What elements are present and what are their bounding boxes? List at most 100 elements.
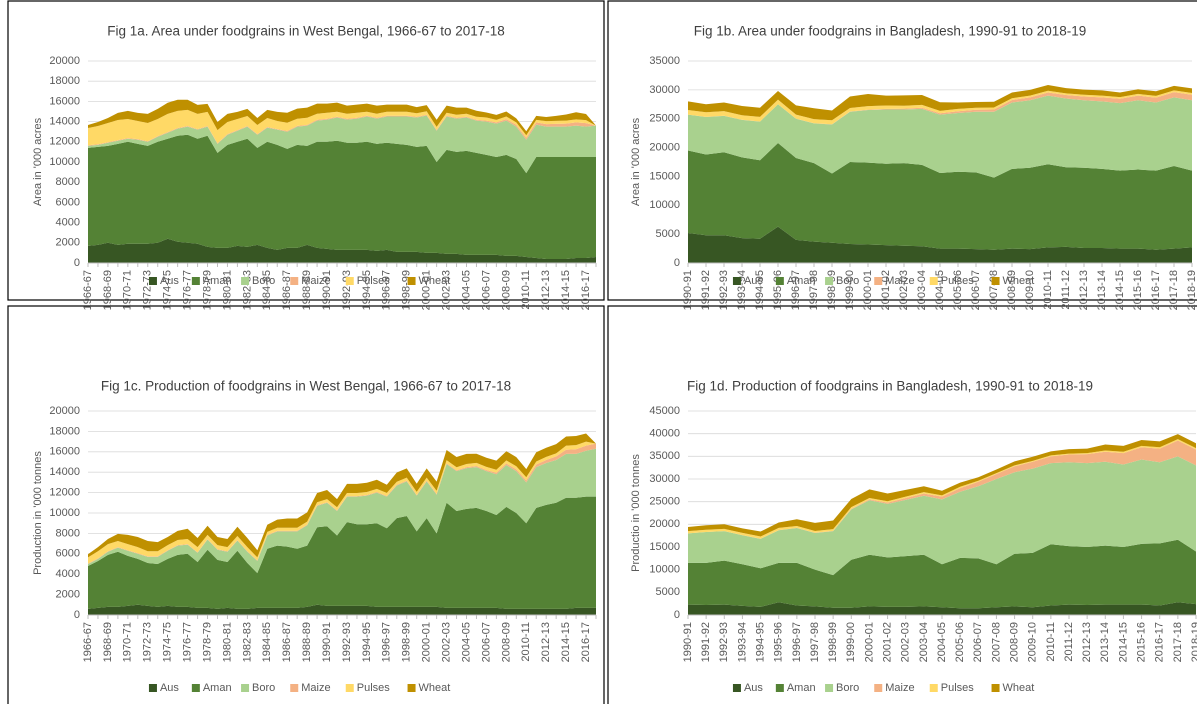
y-tick-label: 5000 bbox=[656, 586, 680, 598]
legend-label: Aman bbox=[203, 275, 232, 287]
x-tick-label: 2014-15 bbox=[1117, 622, 1129, 662]
y-tick-label: 15000 bbox=[649, 541, 680, 553]
x-tick-label: 2002-03 bbox=[900, 622, 912, 662]
x-tick-label: 2000-01 bbox=[421, 270, 433, 310]
x-tick-label: 1990-91 bbox=[321, 622, 333, 662]
x-tick-label: 1986-87 bbox=[281, 270, 293, 310]
area bbox=[88, 99, 596, 136]
x-tick-label: 1993-94 bbox=[736, 622, 748, 662]
x-tick-label: 2013-14 bbox=[1096, 270, 1108, 310]
chart-title: Fig 1c. Production of foodgrains in West… bbox=[101, 379, 511, 394]
x-tick-label: 2008-09 bbox=[1006, 270, 1018, 310]
y-tick-label: 2000 bbox=[56, 237, 80, 249]
x-tick-label: 2006-07 bbox=[972, 622, 984, 662]
x-tick-label: 2016-17 bbox=[580, 622, 592, 662]
y-tick-label: 20000 bbox=[649, 518, 680, 530]
x-tick-label: 2009-10 bbox=[1024, 270, 1036, 310]
legend-label: Aman bbox=[203, 682, 232, 694]
legend-label: Boro bbox=[836, 275, 859, 287]
legend-label: Pulses bbox=[357, 275, 391, 287]
legend-swatch bbox=[290, 277, 299, 285]
x-tick-label: 2011-12 bbox=[1063, 622, 1075, 662]
x-tick-label: 1988-89 bbox=[301, 270, 313, 310]
legend-label: Boro bbox=[836, 682, 859, 694]
x-tick-label: 1980-81 bbox=[221, 270, 233, 310]
legend-swatch bbox=[991, 277, 1000, 285]
x-tick-label: 2015-16 bbox=[1132, 270, 1144, 310]
x-tick-label: 1994-95 bbox=[754, 622, 766, 662]
legend-swatch bbox=[825, 277, 834, 285]
x-tick-label: 2010-11 bbox=[520, 622, 532, 662]
y-tick-label: 14000 bbox=[49, 466, 80, 478]
y-tick-label: 6000 bbox=[56, 548, 80, 560]
legend-swatch bbox=[241, 684, 250, 692]
legend-label: Aus bbox=[744, 275, 763, 287]
y-tick-label: 10000 bbox=[49, 507, 80, 519]
x-tick-label: 2004-05 bbox=[936, 622, 948, 662]
x-tick-label: 1970-71 bbox=[122, 622, 134, 662]
x-tick-label: 1974-75 bbox=[162, 622, 174, 662]
y-tick-label: 4000 bbox=[56, 217, 80, 229]
x-tick-label: 1968-69 bbox=[102, 270, 114, 310]
x-tick-label: 1974-75 bbox=[162, 270, 174, 310]
x-tick-label: 1996-97 bbox=[790, 270, 802, 310]
area bbox=[688, 602, 1196, 615]
legend-swatch bbox=[929, 277, 938, 285]
x-tick-label: 1999-00 bbox=[844, 270, 856, 310]
legend-swatch bbox=[241, 277, 250, 285]
legend-swatch bbox=[191, 684, 200, 692]
legend-swatch bbox=[874, 277, 883, 285]
x-tick-label: 2016-17 bbox=[1150, 270, 1162, 310]
x-tick-label: 1966-67 bbox=[82, 270, 94, 310]
y-tick-label: 0 bbox=[74, 257, 80, 269]
x-tick-label: 1980-81 bbox=[221, 622, 233, 662]
x-tick-label: 2002-03 bbox=[440, 622, 452, 662]
area bbox=[688, 95, 1192, 178]
area bbox=[88, 134, 596, 259]
y-tick-label: 8000 bbox=[56, 176, 80, 188]
x-tick-label: 2005-06 bbox=[952, 270, 964, 310]
legend-swatch bbox=[148, 684, 157, 692]
x-tick-label: 1997-98 bbox=[808, 270, 820, 310]
x-tick-label: 2003-04 bbox=[918, 622, 930, 662]
x-tick-label: 1998-99 bbox=[827, 622, 839, 662]
x-tick-label: 2005-06 bbox=[954, 622, 966, 662]
x-tick-label: 1976-77 bbox=[182, 622, 194, 662]
legend-swatch bbox=[991, 684, 1000, 692]
area bbox=[688, 142, 1192, 250]
x-tick-label: 2016-17 bbox=[580, 270, 592, 310]
y-tick-label: 18000 bbox=[49, 425, 80, 437]
x-tick-label: 1986-87 bbox=[281, 622, 293, 662]
area bbox=[688, 226, 1192, 263]
area bbox=[88, 604, 596, 615]
area bbox=[688, 84, 1192, 121]
legend-label: Aus bbox=[160, 682, 179, 694]
x-tick-label: 2010-11 bbox=[1045, 622, 1057, 662]
area bbox=[688, 539, 1196, 609]
area bbox=[688, 456, 1196, 576]
legend-label: Pulses bbox=[357, 682, 391, 694]
area bbox=[688, 440, 1196, 539]
x-tick-label: 1995-96 bbox=[773, 622, 785, 662]
y-tick-label: 4000 bbox=[56, 568, 80, 580]
legend-swatch bbox=[148, 277, 157, 285]
x-tick-label: 2006-07 bbox=[480, 270, 492, 310]
legend-label: Maize bbox=[885, 682, 914, 694]
legend-swatch bbox=[732, 277, 741, 285]
legend-label: Wheat bbox=[1003, 275, 1035, 287]
legend-label: Boro bbox=[252, 275, 275, 287]
x-tick-label: 2012-13 bbox=[540, 270, 552, 310]
y-tick-label: 8000 bbox=[56, 527, 80, 539]
y-tick-label: 0 bbox=[74, 609, 80, 621]
x-tick-label: 1996-97 bbox=[381, 622, 393, 662]
x-tick-label: 2015-16 bbox=[1135, 622, 1147, 662]
x-tick-label: 1998-99 bbox=[401, 270, 413, 310]
x-tick-label: 1972-73 bbox=[142, 270, 154, 310]
x-tick-label: 1982-83 bbox=[241, 622, 253, 662]
chart-title: Fig 1b. Area under foodgrains in Banglad… bbox=[694, 24, 1087, 39]
x-tick-label: 1992-93 bbox=[341, 622, 353, 662]
x-tick-label: 2004-05 bbox=[460, 622, 472, 662]
chart-title: Fig 1d. Production of foodgrains in Bang… bbox=[687, 379, 1093, 394]
x-tick-label: 2010-11 bbox=[1042, 270, 1054, 310]
x-tick-label: 2008-09 bbox=[500, 270, 512, 310]
